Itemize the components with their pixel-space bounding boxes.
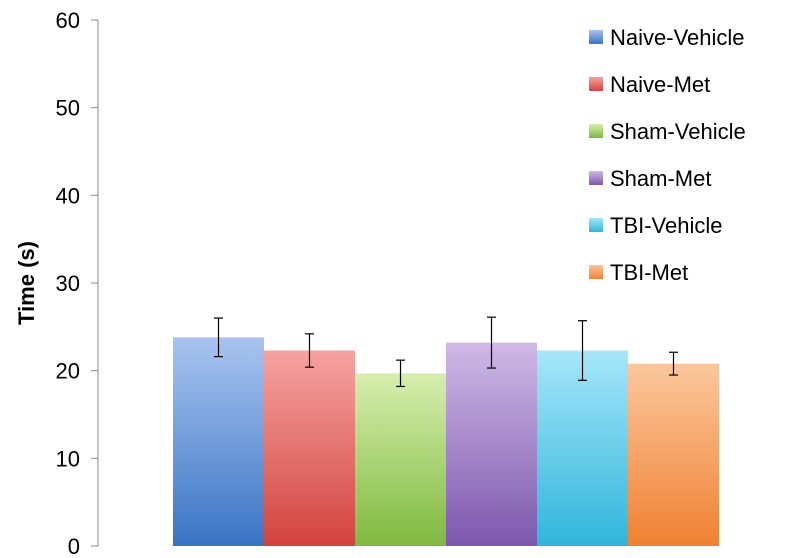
y-axis-title: Time (s) [14,241,39,325]
error-bar-sham-vehicle [396,359,405,388]
legend-label: Naive-Vehicle [610,25,745,50]
legend-swatch [589,124,603,138]
legend-swatch [589,218,603,232]
bar-tbi-met [628,363,719,546]
y-tick-label: 40 [56,183,80,208]
bar-naive-met [264,350,355,546]
legend-item: Sham-Vehicle [589,119,746,144]
legend-label: TBI-Met [610,260,688,285]
legend: Naive-Vehicle Naive-Met Sham-Vehicle Sham-M… [589,25,746,285]
bar-naive-vehicle [173,337,264,546]
legend-swatch [589,77,603,91]
y-tick-label: 30 [56,271,80,296]
error-bar-tbi-vehicle [578,320,587,381]
bar-sham-met [446,342,537,546]
error-bars [214,316,678,388]
y-tick-label: 0 [68,534,80,558]
legend-item: TBI-Vehicle [589,213,723,238]
legend-swatch [589,171,603,185]
error-bar-sham-met [487,316,496,369]
y-axis: 0 10 20 30 40 50 60 [56,8,99,558]
legend-label: Sham-Met [610,166,711,191]
legend-label: Sham-Vehicle [610,119,746,144]
y-tick-label: 10 [56,446,80,471]
error-bar-naive-met [305,333,314,368]
legend-label: TBI-Vehicle [610,213,723,238]
legend-item: TBI-Met [589,260,688,285]
y-tick-label: 60 [56,8,80,33]
legend-swatch [589,265,603,279]
error-bar-tbi-met [669,351,678,376]
y-tick-label: 50 [56,96,80,121]
legend-label: Naive-Met [610,72,710,97]
error-bar-naive-vehicle [214,317,223,358]
bars [173,337,719,546]
legend-swatch [589,30,603,44]
y-tick-label: 20 [56,359,80,384]
legend-item: Naive-Vehicle [589,25,745,50]
bar-tbi-vehicle [537,350,628,546]
bar-sham-vehicle [355,373,446,546]
legend-item: Sham-Met [589,166,711,191]
legend-item: Naive-Met [589,72,710,97]
